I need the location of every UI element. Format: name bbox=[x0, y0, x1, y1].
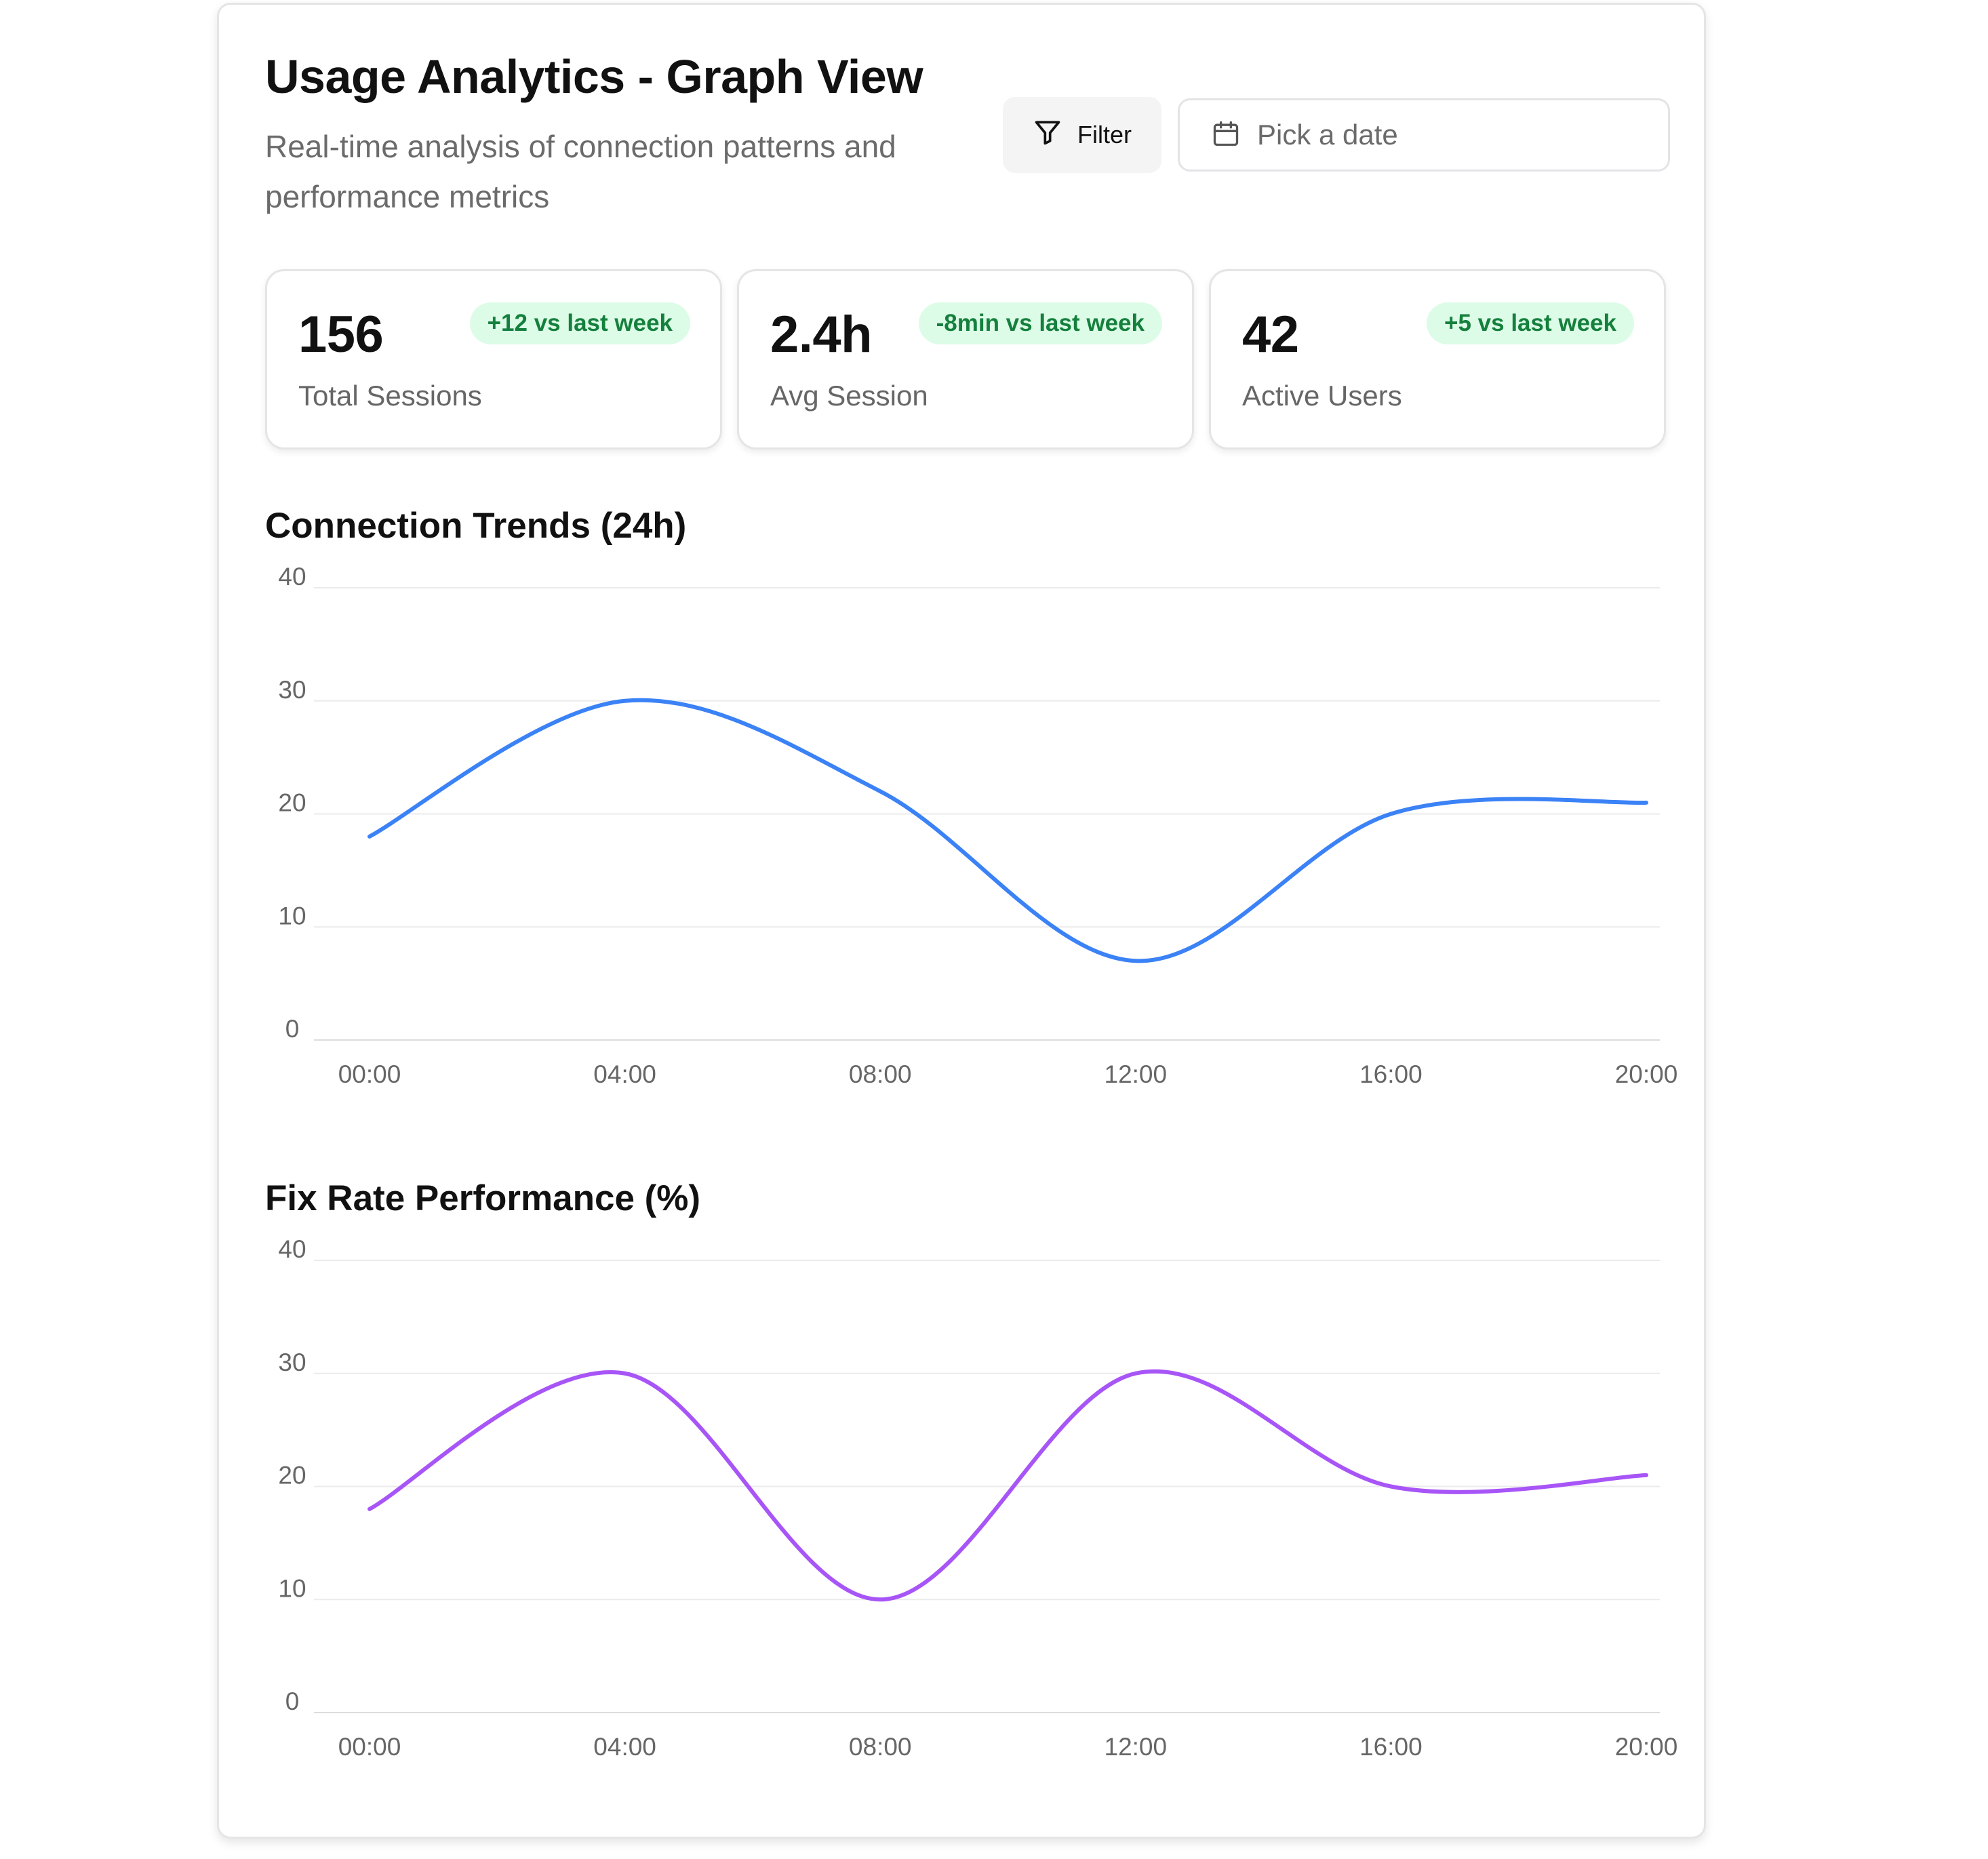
x-tick-label: 12:00 bbox=[1105, 1060, 1168, 1088]
y-tick-label: 40 bbox=[278, 563, 306, 591]
stat-value: 42 bbox=[1242, 306, 1299, 363]
stat-card-active-users: 42 Active Users +5 vs last week bbox=[1209, 269, 1666, 449]
stat-value: 156 bbox=[298, 306, 384, 363]
y-tick-label: 30 bbox=[278, 676, 306, 704]
stat-delta-badge: +5 vs last week bbox=[1427, 302, 1634, 344]
page-subtitle: Real-time analysis of connection pattern… bbox=[265, 129, 896, 214]
x-tick-label: 00:00 bbox=[338, 1733, 401, 1761]
stat-value: 2.4h bbox=[770, 306, 873, 363]
date-picker[interactable] bbox=[1178, 98, 1670, 172]
stat-delta-badge: -8min vs last week bbox=[918, 302, 1162, 344]
filter-button-label: Filter bbox=[1077, 121, 1132, 148]
series-line bbox=[367, 1369, 1648, 1602]
stat-card-avg-session: 2.4h Avg Session -8min vs last week bbox=[737, 269, 1194, 449]
y-tick-label: 10 bbox=[278, 1574, 306, 1602]
stat-label: Total Sessions bbox=[298, 380, 482, 412]
stat-card-total-sessions: 156 Total Sessions +12 vs last week bbox=[265, 269, 722, 449]
y-tick-label: 0 bbox=[285, 1015, 300, 1043]
x-tick-label: 16:00 bbox=[1359, 1733, 1423, 1761]
date-input[interactable] bbox=[1257, 119, 1637, 151]
x-tick-label: 00:00 bbox=[338, 1060, 401, 1088]
x-tick-label: 20:00 bbox=[1615, 1733, 1678, 1761]
fix-rate-title: Fix Rate Performance (%) bbox=[265, 1178, 701, 1218]
x-tick-label: 20:00 bbox=[1615, 1060, 1678, 1088]
x-tick-label: 16:00 bbox=[1359, 1060, 1423, 1088]
connection-trends-title: Connection Trends (24h) bbox=[265, 506, 687, 546]
page-title: Usage Analytics - Graph View bbox=[265, 50, 923, 103]
x-tick-label: 12:00 bbox=[1105, 1733, 1168, 1761]
x-tick-label: 04:00 bbox=[593, 1060, 656, 1088]
calendar-icon bbox=[1211, 119, 1241, 152]
y-tick-label: 0 bbox=[285, 1687, 300, 1715]
x-tick-label: 04:00 bbox=[593, 1733, 656, 1761]
y-tick-label: 40 bbox=[278, 1235, 306, 1263]
filter-icon bbox=[1033, 117, 1062, 153]
series-line bbox=[367, 698, 1648, 963]
y-tick-label: 10 bbox=[278, 902, 306, 930]
stat-label: Avg Session bbox=[770, 380, 928, 412]
y-tick-label: 20 bbox=[278, 789, 306, 817]
stat-delta-badge: +12 vs last week bbox=[469, 302, 690, 344]
stat-label: Active Users bbox=[1242, 380, 1402, 412]
x-tick-label: 08:00 bbox=[849, 1060, 912, 1088]
filter-button[interactable]: Filter bbox=[1003, 97, 1161, 173]
analytics-card: Usage Analytics - Graph View Real-time a… bbox=[217, 3, 1706, 1839]
connection-trends-chart: 0 10 20 30 40 00:00 04:00 08:00 12:00 16:00 20:00 bbox=[278, 563, 1677, 1088]
x-tick-label: 08:00 bbox=[849, 1733, 912, 1761]
y-tick-label: 20 bbox=[278, 1462, 306, 1490]
fix-rate-chart: 0 10 20 30 40 00:00 04:00 08:00 12:00 16:00 20:00 bbox=[278, 1235, 1677, 1761]
y-tick-label: 30 bbox=[278, 1348, 306, 1376]
